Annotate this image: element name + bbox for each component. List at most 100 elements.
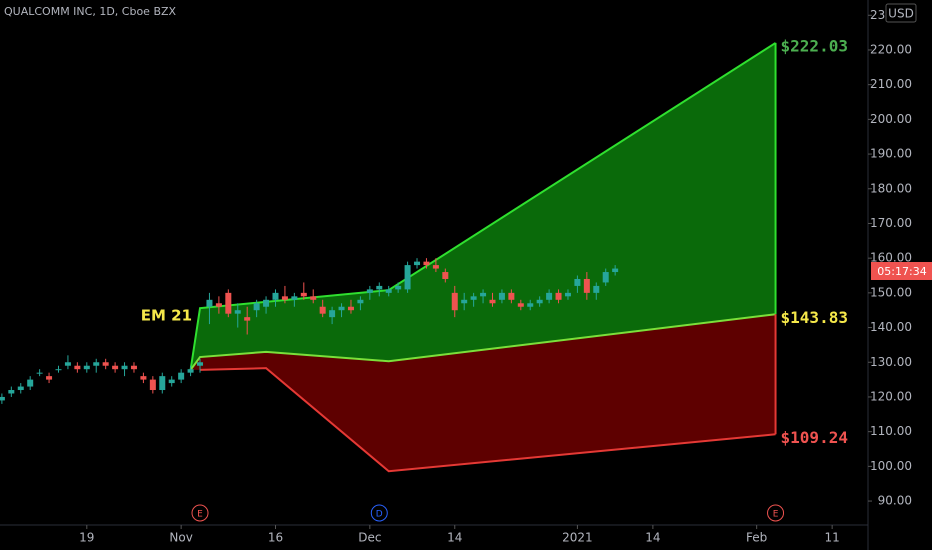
candle-body — [46, 376, 53, 380]
candle-body — [27, 379, 34, 387]
currency-box — [885, 3, 917, 23]
candle-body — [338, 306, 345, 311]
band-end-label: $222.03 — [781, 36, 848, 55]
candle-body — [546, 292, 553, 300]
y-tick-label: 170.00 — [870, 216, 912, 230]
candle-body — [423, 261, 430, 266]
y-tick-label: 190.00 — [870, 147, 912, 161]
y-tick-label: 220.00 — [870, 42, 912, 56]
candle-body — [102, 362, 109, 366]
candle-body — [329, 310, 336, 318]
candle-body — [36, 372, 43, 374]
event-label: E — [773, 510, 779, 520]
y-tick-label: 120.00 — [870, 389, 912, 403]
candle-body — [215, 303, 222, 307]
candle-body — [376, 285, 383, 290]
candle-body — [130, 365, 137, 370]
x-tick-label: 14 — [645, 531, 660, 545]
candle-body — [17, 386, 24, 391]
candle-body — [263, 299, 270, 307]
candle-body — [197, 362, 204, 366]
candle-body — [244, 317, 251, 321]
candle-body — [140, 376, 147, 380]
candle-body — [357, 299, 364, 304]
y-tick-label: 210.00 — [870, 77, 912, 91]
candle-body — [149, 379, 156, 391]
y-tick-label: 110.00 — [870, 424, 912, 438]
candle-body — [253, 303, 260, 311]
candle-body — [121, 365, 128, 370]
y-tick-label: 160.00 — [870, 251, 912, 265]
candle-body — [178, 372, 185, 380]
x-tick-label: 19 — [79, 531, 94, 545]
candle-body — [347, 306, 354, 311]
candle-body — [385, 289, 392, 293]
candle-body — [64, 362, 71, 366]
band-line — [189, 313, 776, 371]
band-line — [199, 367, 776, 473]
candle-body — [442, 272, 449, 279]
event-marker — [767, 504, 785, 522]
annotation: EM 21 — [141, 307, 192, 325]
y-tick-label: 200.00 — [870, 112, 912, 126]
candle-body — [432, 265, 439, 269]
event-marker — [370, 504, 388, 522]
candle-body — [83, 365, 90, 370]
x-tick-label: Nov — [169, 531, 192, 545]
candle-body — [593, 285, 600, 293]
green-area — [190, 42, 776, 370]
candle-body — [93, 362, 100, 366]
candle-body — [404, 265, 411, 290]
countdown-box — [871, 262, 932, 280]
candle-body — [74, 365, 81, 370]
candle-body — [536, 299, 543, 304]
y-tick-label: 140.00 — [870, 320, 912, 334]
candle-body — [159, 376, 166, 391]
candle-body — [319, 306, 326, 314]
candle-body — [0, 396, 5, 401]
candle-body — [112, 365, 119, 370]
candle-body — [187, 369, 194, 373]
candle-body — [281, 296, 288, 300]
candle-body — [602, 272, 609, 283]
y-tick-label: 100.00 — [870, 459, 912, 473]
band-end-label: $109.24 — [781, 428, 848, 447]
y-tick-label: 180.00 — [870, 181, 912, 195]
red-area — [190, 314, 776, 472]
band-end-label: $143.83 — [781, 308, 848, 327]
candle-body — [489, 299, 496, 304]
candle-body — [225, 292, 232, 314]
y-tick-label: 130.00 — [870, 355, 912, 369]
y-tick-label: 90.00 — [878, 494, 912, 508]
candle-body — [498, 292, 505, 300]
candle-body — [8, 390, 15, 394]
candle-body — [168, 379, 175, 384]
candle-body — [55, 369, 62, 371]
event-label: D — [376, 510, 383, 520]
x-tick-label: 2021 — [562, 531, 593, 545]
candle-body — [414, 261, 421, 266]
candle-body — [480, 292, 487, 297]
event-label: E — [197, 510, 203, 520]
candle-body — [291, 296, 298, 300]
candle-body — [470, 296, 477, 300]
candle-body — [310, 296, 317, 300]
symbol-title: QUALCOMM INC, 1D, Cboe BZX — [4, 5, 177, 18]
candle-body — [527, 303, 534, 307]
y-tick-label: 150.00 — [870, 285, 912, 299]
event-marker — [191, 504, 209, 522]
candle-body — [583, 278, 590, 293]
candle-body — [451, 292, 458, 311]
x-tick-label: 14 — [447, 531, 462, 545]
candle-body — [612, 268, 619, 273]
candle-body — [272, 292, 279, 300]
candle-body — [461, 299, 468, 304]
candle-body — [517, 303, 524, 307]
x-tick-label: Dec — [358, 531, 381, 545]
candle-body — [300, 292, 307, 297]
candle-body — [206, 299, 213, 307]
x-tick-label: 16 — [268, 531, 283, 545]
candle-body — [555, 292, 562, 300]
